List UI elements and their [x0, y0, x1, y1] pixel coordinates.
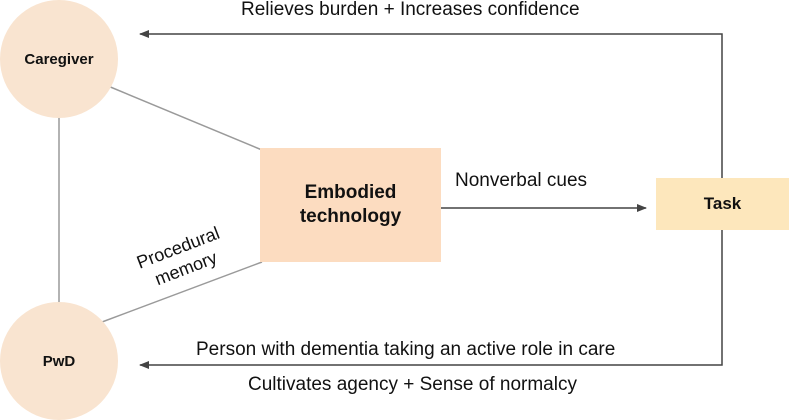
- line-caregiver-technology: [107, 85, 263, 151]
- label-bottom-arrow-below: Cultivates agency + Sense of normalcy: [248, 374, 577, 395]
- node-embodied-technology-line2: technology: [299, 206, 402, 227]
- node-caregiver-label: Caregiver: [24, 50, 94, 68]
- label-bottom-arrow-above: Person with dementia taking an active ro…: [196, 339, 616, 360]
- node-task: Task: [656, 178, 789, 230]
- label-nonverbal-cues: Nonverbal cues: [455, 170, 588, 191]
- node-pwd: PwD: [0, 302, 118, 420]
- line-pwd-technology: [101, 261, 263, 323]
- arrow-task-to-caregiver: [139, 30, 723, 178]
- node-task-label: Task: [703, 194, 742, 213]
- arrow-task-to-pwd: [139, 230, 723, 369]
- node-caregiver: Caregiver: [0, 0, 118, 118]
- node-pwd-label: PwD: [42, 352, 76, 370]
- label-top-arrow: Relieves burden + Increases confidence: [241, 0, 580, 20]
- node-embodied-technology-line1: Embodied: [304, 182, 397, 203]
- node-embodied-technology: Embodied technology: [260, 148, 441, 262]
